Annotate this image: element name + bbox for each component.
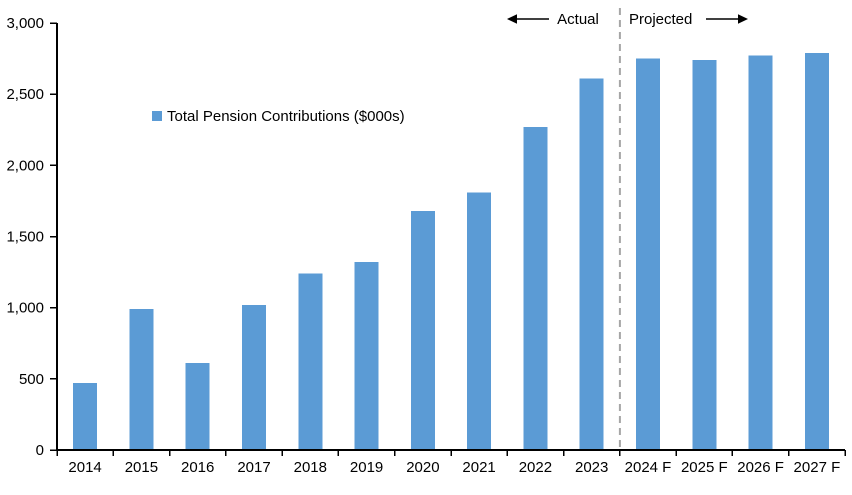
x-axis-label-2015: 2015 bbox=[125, 459, 158, 476]
chart-legend: Total Pension Contributions ($000s) bbox=[152, 108, 405, 125]
projected-label: Projected bbox=[629, 11, 692, 28]
x-axis-label-2024-f: 2024 F bbox=[625, 459, 672, 476]
bar-2020 bbox=[410, 210, 435, 450]
y-axis-tick-label: 2,500 bbox=[6, 86, 44, 103]
y-axis-tick-label: 0 bbox=[36, 442, 44, 459]
x-axis-label-2019: 2019 bbox=[350, 459, 383, 476]
bar-2014 bbox=[73, 383, 98, 450]
actual-label: Actual bbox=[557, 11, 599, 28]
y-axis-tick-label: 2,000 bbox=[6, 157, 44, 174]
y-axis-tick-label: 500 bbox=[19, 371, 44, 388]
bar-series bbox=[73, 52, 829, 451]
bar-2025-f bbox=[692, 60, 717, 450]
legend-marker-icon bbox=[152, 111, 162, 121]
x-axis-label-2022: 2022 bbox=[519, 459, 552, 476]
x-axis-label-2018: 2018 bbox=[294, 459, 327, 476]
y-axis-labels: 0 500 1,000 1,500 2,000 2,500 3,000 bbox=[6, 15, 44, 459]
bar-2023 bbox=[579, 78, 604, 450]
bar-2021 bbox=[467, 192, 492, 450]
actual-projected-annotation: Actual Projected bbox=[507, 11, 748, 28]
x-axis-label-2017: 2017 bbox=[237, 459, 270, 476]
x-axis-label-2023: 2023 bbox=[575, 459, 608, 476]
right-arrow-icon bbox=[706, 14, 748, 24]
x-axis-label-2016: 2016 bbox=[181, 459, 214, 476]
axes bbox=[50, 22, 846, 456]
y-axis-tick-label: 1,000 bbox=[6, 300, 44, 317]
bar-2026-f bbox=[748, 55, 773, 450]
x-axis-labels: 2014 2015 2016 2017 2018 2019 2020 2021 2022 2023… bbox=[68, 459, 840, 476]
x-axis-label-2020: 2020 bbox=[406, 459, 439, 476]
bar-2017 bbox=[242, 304, 266, 450]
legend-label: Total Pension Contributions ($000s) bbox=[167, 108, 405, 125]
bar-2019 bbox=[354, 262, 379, 450]
bar-2027-f bbox=[804, 52, 829, 451]
y-axis-tick-label: 1,500 bbox=[6, 229, 44, 246]
left-arrow-icon bbox=[507, 14, 549, 24]
bar-2024-f bbox=[636, 58, 660, 450]
bar-2016 bbox=[185, 363, 210, 450]
x-axis-label-2025-f: 2025 F bbox=[681, 459, 728, 476]
bar-2015 bbox=[129, 309, 154, 450]
x-axis-label-2014: 2014 bbox=[68, 459, 101, 476]
y-axis-tick-label: 3,000 bbox=[6, 15, 44, 32]
bar-2022 bbox=[523, 126, 548, 451]
x-axis-label-2026-f: 2026 F bbox=[737, 459, 784, 476]
bar-2018 bbox=[298, 273, 323, 450]
x-axis-label-2027-f: 2027 F bbox=[794, 459, 841, 476]
x-axis-label-2021: 2021 bbox=[462, 459, 495, 476]
